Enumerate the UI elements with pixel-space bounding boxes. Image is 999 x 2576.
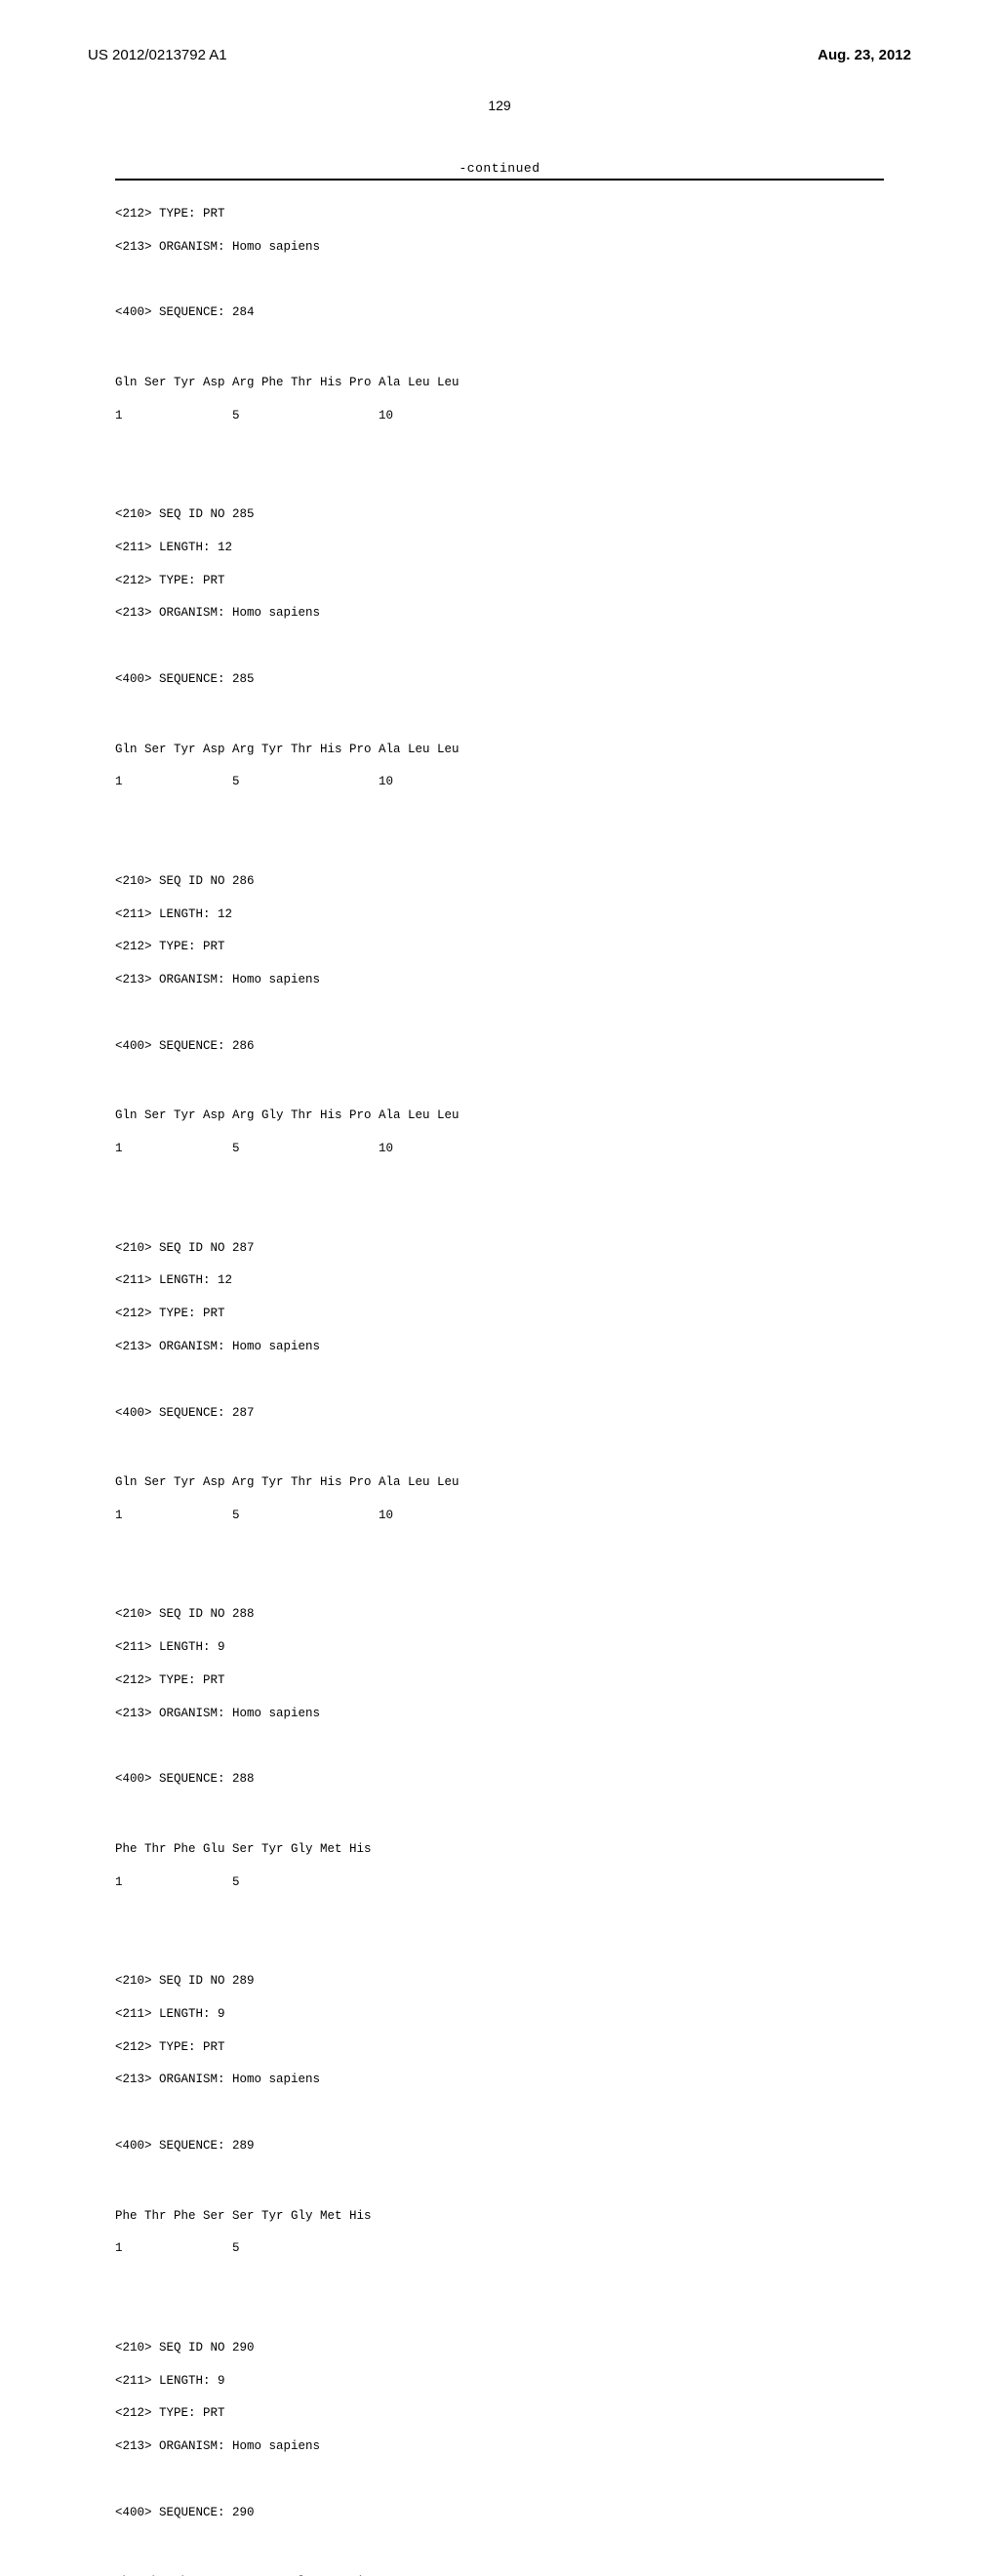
sequence-label: <400> SEQUENCE: 284 [115,304,884,321]
sequence-label: <400> SEQUENCE: 288 [115,1771,884,1788]
residue-line: Phe Thr Phe Ser Ser Tyr Gly Met His [115,2208,884,2225]
publication-date: Aug. 23, 2012 [818,47,911,63]
page-number: 129 [0,98,999,113]
position-line: 1 5 [115,2240,884,2257]
meta-line: <212> TYPE: PRT [115,1672,884,1689]
horizontal-rule [115,179,884,181]
meta-line: <213> ORGANISM: Homo sapiens [115,239,884,256]
position-line: 1 5 10 [115,1141,884,1157]
meta-line: <212> TYPE: PRT [115,939,884,955]
position-line: 1 5 [115,1874,884,1891]
meta-line: <210> SEQ ID NO 287 [115,1240,884,1257]
meta-line: <212> TYPE: PRT [115,2039,884,2056]
meta-line: <211> LENGTH: 12 [115,540,884,556]
meta-line: <211> LENGTH: 12 [115,1272,884,1289]
sequence-label: <400> SEQUENCE: 286 [115,1038,884,1055]
position-line: 1 5 10 [115,1508,884,1524]
meta-line: <213> ORGANISM: Homo sapiens [115,972,884,988]
continued-label: -continued [0,161,999,176]
publication-number: US 2012/0213792 A1 [88,47,227,63]
meta-line: <212> TYPE: PRT [115,573,884,589]
meta-line: <213> ORGANISM: Homo sapiens [115,605,884,622]
residue-line: Gln Ser Tyr Asp Arg Gly Thr His Pro Ala … [115,1107,884,1124]
residue-line: Phe Thr Phe Glu Ser Tyr Gly Met His [115,1841,884,1858]
residue-line: Phe Thr Phe Tyr Ser Tyr Gly Met His [115,2574,884,2576]
position-line: 1 5 10 [115,408,884,424]
meta-line: <213> ORGANISM: Homo sapiens [115,1706,884,1722]
meta-line: <212> TYPE: PRT [115,2405,884,2422]
page-header: US 2012/0213792 A1 Aug. 23, 2012 [0,47,999,63]
sequence-label: <400> SEQUENCE: 287 [115,1405,884,1422]
position-line: 1 5 10 [115,774,884,790]
meta-line: <211> LENGTH: 9 [115,2006,884,2023]
meta-line: <211> LENGTH: 12 [115,906,884,923]
meta-line: <213> ORGANISM: Homo sapiens [115,2072,884,2088]
residue-line: Gln Ser Tyr Asp Arg Phe Thr His Pro Ala … [115,375,884,391]
sequence-label: <400> SEQUENCE: 290 [115,2505,884,2521]
meta-line: <212> TYPE: PRT [115,206,884,222]
sequence-label: <400> SEQUENCE: 285 [115,671,884,688]
meta-line: <210> SEQ ID NO 288 [115,1606,884,1623]
meta-line: <213> ORGANISM: Homo sapiens [115,1339,884,1355]
meta-line: <211> LENGTH: 9 [115,1639,884,1656]
residue-line: Gln Ser Tyr Asp Arg Tyr Thr His Pro Ala … [115,742,884,758]
sequence-label: <400> SEQUENCE: 289 [115,2138,884,2154]
meta-line: <212> TYPE: PRT [115,1306,884,1322]
sequence-listing: <212> TYPE: PRT <213> ORGANISM: Homo sap… [115,189,884,2576]
residue-line: Gln Ser Tyr Asp Arg Tyr Thr His Pro Ala … [115,1474,884,1491]
meta-line: <211> LENGTH: 9 [115,2373,884,2390]
meta-line: <210> SEQ ID NO 290 [115,2340,884,2356]
meta-line: <210> SEQ ID NO 289 [115,1973,884,1990]
meta-line: <213> ORGANISM: Homo sapiens [115,2438,884,2455]
meta-line: <210> SEQ ID NO 286 [115,873,884,890]
meta-line: <210> SEQ ID NO 285 [115,506,884,523]
